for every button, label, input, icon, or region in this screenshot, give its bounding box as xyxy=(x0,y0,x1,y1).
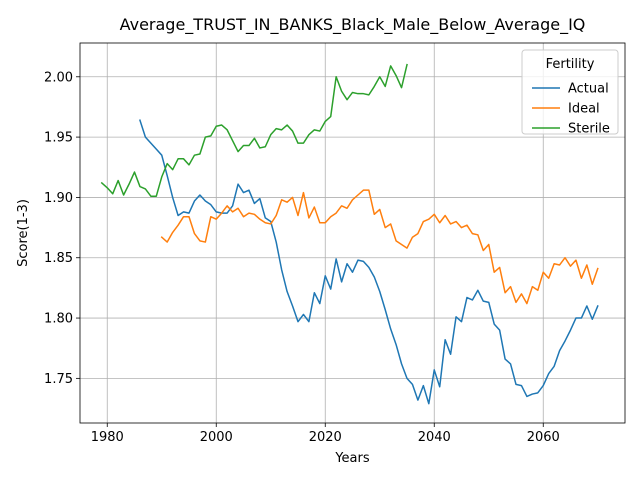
plot-frame xyxy=(79,42,626,424)
legend-label-ideal: Ideal xyxy=(568,102,600,117)
legend: Fertility Actual Ideal Sterile xyxy=(521,49,619,137)
y-tick-label: 1.80 xyxy=(44,312,73,327)
chart-title: Average_TRUST_IN_BANKS_Black_Male_Below_… xyxy=(120,15,586,35)
series-line-actual xyxy=(139,119,599,405)
y-tick-label: 1.95 xyxy=(44,131,73,146)
legend-box xyxy=(521,49,619,135)
x-tick-label: 2040 xyxy=(418,430,451,445)
series-lines xyxy=(100,63,599,405)
legend-title: Fertility xyxy=(546,57,595,72)
series-line-ideal xyxy=(160,189,599,305)
y-tick-label: 2.00 xyxy=(44,70,73,85)
axis-ticks: 1980 2000 2020 2040 2060 1.75 1.80 1.85 1.90 1.95… xyxy=(44,70,560,445)
x-tick-label: 2060 xyxy=(527,430,560,445)
x-axis-label: Years xyxy=(334,451,370,466)
y-axis-label: Score(1-3) xyxy=(16,199,31,267)
series-line-sterile xyxy=(100,63,408,197)
x-tick-label: 2020 xyxy=(309,430,342,445)
y-tick-label: 1.75 xyxy=(44,372,73,387)
y-tick-label: 1.85 xyxy=(44,251,73,266)
x-tick-label: 2000 xyxy=(200,430,233,445)
legend-label-actual: Actual xyxy=(568,82,609,97)
x-tick-label: 1980 xyxy=(91,430,124,445)
y-tick-label: 1.90 xyxy=(44,191,73,206)
legend-label-sterile: Sterile xyxy=(568,122,610,137)
legend-entries: Actual Ideal Sterile xyxy=(532,82,610,137)
